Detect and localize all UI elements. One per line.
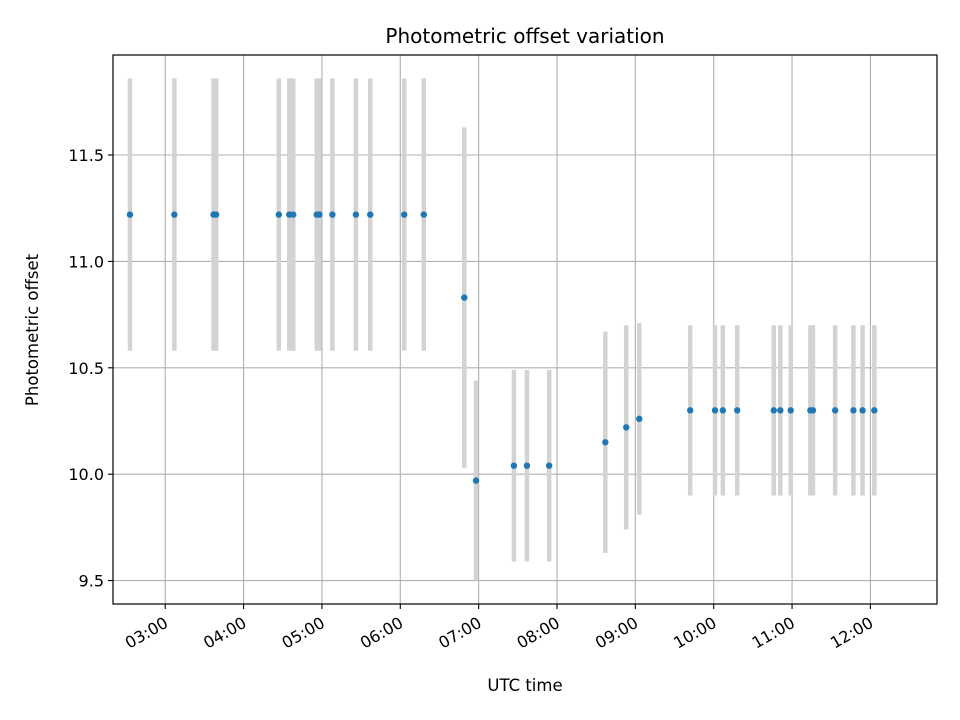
data-point bbox=[545, 462, 553, 469]
data-points bbox=[126, 211, 878, 484]
data-point bbox=[420, 211, 427, 218]
x-axis-label: UTC time bbox=[487, 676, 562, 695]
data-point bbox=[275, 211, 283, 218]
data-point bbox=[316, 211, 323, 218]
y-tick-label: 10.0 bbox=[68, 465, 104, 484]
data-point bbox=[770, 407, 777, 414]
data-point bbox=[126, 211, 134, 218]
y-tick-label: 11.0 bbox=[68, 252, 104, 271]
y-axis-label: Photometric offset bbox=[23, 253, 42, 406]
data-point bbox=[719, 407, 727, 414]
data-point bbox=[623, 424, 630, 431]
data-point bbox=[787, 407, 794, 414]
data-point bbox=[461, 294, 468, 301]
data-point bbox=[171, 211, 178, 218]
data-point bbox=[831, 407, 839, 414]
data-point bbox=[510, 462, 518, 469]
data-point bbox=[523, 462, 531, 469]
data-point bbox=[711, 407, 719, 414]
data-point bbox=[602, 439, 609, 446]
data-point bbox=[329, 211, 336, 218]
data-point bbox=[777, 407, 784, 414]
data-point bbox=[871, 407, 878, 414]
data-point bbox=[859, 407, 866, 414]
data-point bbox=[686, 407, 694, 414]
data-point bbox=[352, 211, 360, 218]
data-point bbox=[367, 211, 374, 218]
data-point bbox=[636, 415, 643, 423]
data-point bbox=[850, 407, 857, 414]
y-tick-label: 9.5 bbox=[79, 572, 104, 591]
data-point bbox=[290, 211, 297, 218]
data-point bbox=[734, 407, 741, 414]
data-point bbox=[401, 211, 408, 218]
y-tick-label: 11.5 bbox=[68, 146, 104, 165]
plot-frame bbox=[112, 54, 938, 605]
grid-lines bbox=[113, 55, 937, 604]
data-point bbox=[809, 407, 817, 414]
data-point bbox=[212, 211, 220, 218]
data-point bbox=[472, 477, 480, 484]
chart-title: Photometric offset variation bbox=[385, 24, 664, 48]
y-axis-ticks: 9.5 10.0 10.5 11.0 11.5 bbox=[68, 146, 113, 591]
y-tick-label: 10.5 bbox=[68, 359, 104, 378]
